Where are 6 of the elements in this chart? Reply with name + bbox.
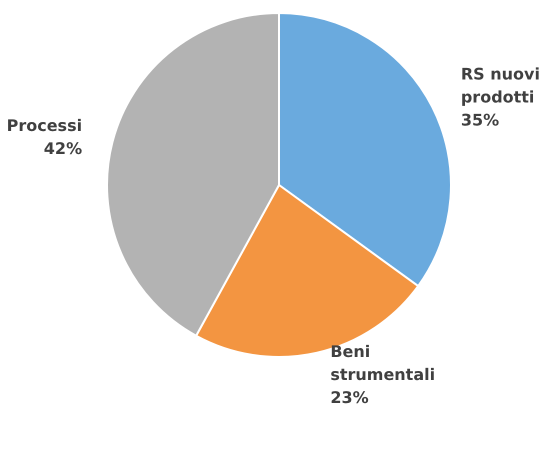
- slice-label: Processi: [6, 116, 82, 135]
- slice-label: Beni strumentali: [330, 342, 436, 384]
- slice-label: RS nuovi prodotti: [460, 64, 541, 106]
- data-label: 23%: [330, 388, 369, 407]
- data-label: 35%: [460, 110, 500, 130]
- data-label: 42%: [44, 138, 82, 158]
